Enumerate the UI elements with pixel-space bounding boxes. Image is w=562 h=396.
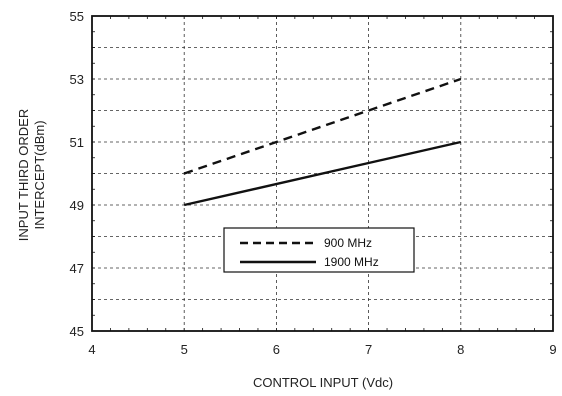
y-axis-title: INPUT THIRD ORDER INTERCEPT(dBm) — [16, 109, 47, 241]
y-axis-title-line-2: INTERCEPT(dBm) — [32, 120, 47, 229]
x-tick-label: 7 — [365, 342, 372, 357]
frame-ticks — [92, 16, 553, 331]
y-tick-label: 55 — [70, 9, 84, 24]
y-tick-label: 47 — [70, 261, 84, 276]
y-tick-labels: 45 47 49 51 53 55 — [70, 9, 84, 339]
series-layer — [183, 77, 462, 207]
y-tick-label: 53 — [70, 72, 84, 87]
series-line-1900mhz — [183, 140, 462, 207]
x-axis-title: CONTROL INPUT (Vdc) — [253, 375, 393, 390]
y-axis-title-line-1: INPUT THIRD ORDER — [16, 109, 31, 241]
legend-label-1900mhz: 1900 MHz — [324, 255, 379, 269]
legend-label-900mhz: 900 MHz — [324, 236, 372, 250]
x-tick-label: 6 — [273, 342, 280, 357]
x-tick-label: 9 — [549, 342, 556, 357]
x-tick-label: 5 — [181, 342, 188, 357]
y-tick-label: 45 — [70, 324, 84, 339]
legend-box — [223, 227, 415, 273]
series-line-900mhz — [183, 77, 462, 175]
x-tick-label: 4 — [88, 342, 95, 357]
x-tick-labels: 4 5 6 7 8 9 — [88, 342, 556, 357]
y-tick-label: 51 — [70, 135, 84, 150]
x-tick-label: 8 — [457, 342, 464, 357]
y-tick-label: 49 — [70, 198, 84, 213]
legend: 900 MHz 1900 MHz — [223, 227, 415, 273]
